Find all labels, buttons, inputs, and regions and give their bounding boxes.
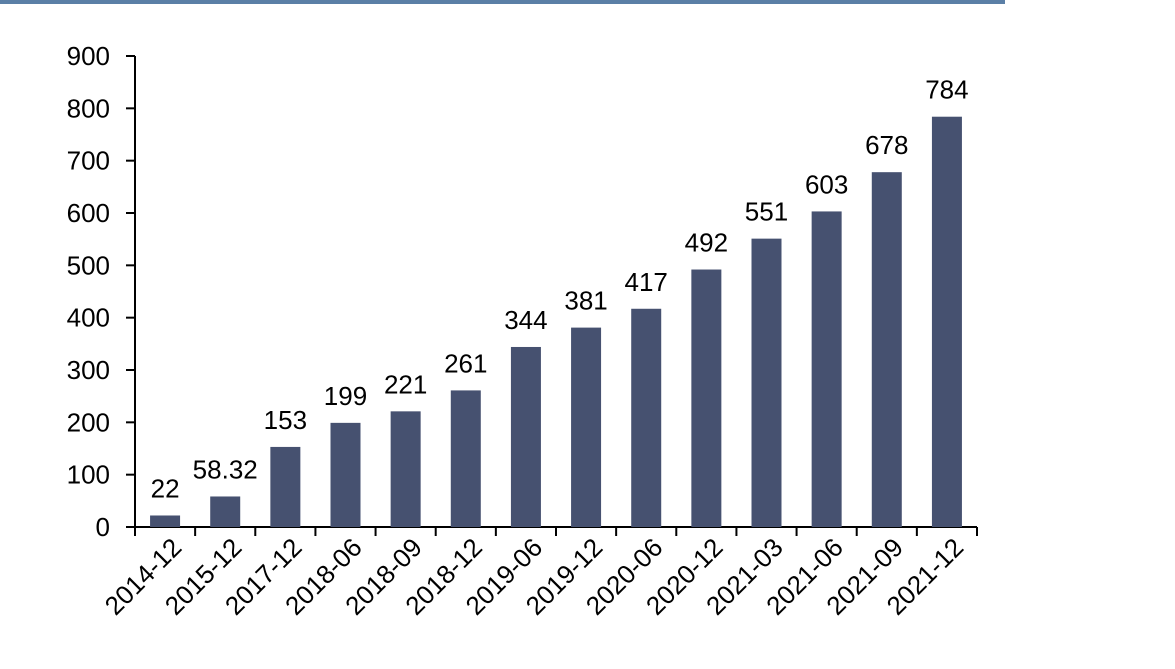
- data-label: 551: [745, 197, 788, 227]
- data-label: 221: [384, 369, 427, 399]
- data-label: 344: [504, 305, 547, 335]
- y-tick-label: 200: [67, 407, 110, 437]
- bar: [450, 390, 481, 527]
- data-label: 603: [805, 169, 848, 199]
- x-axis: 2014-122015-122017-122018-062018-092018-…: [99, 526, 978, 621]
- data-label: 199: [324, 381, 367, 411]
- y-tick-label: 800: [67, 93, 110, 123]
- bar: [811, 211, 842, 527]
- bar: [751, 238, 782, 528]
- y-axis: 0 100 200 300 400 500 600 700 800 900: [67, 41, 136, 542]
- bar: [691, 269, 722, 527]
- y-tick-label: 600: [67, 198, 110, 228]
- bar: [150, 515, 181, 527]
- data-label: 678: [865, 130, 908, 160]
- bar: [330, 422, 361, 527]
- bar: [931, 116, 962, 527]
- y-tick-label: 300: [67, 355, 110, 385]
- data-label: 784: [925, 75, 968, 105]
- data-label: 261: [444, 348, 487, 378]
- y-tick-label: 0: [96, 512, 110, 542]
- data-label: 22: [151, 473, 180, 503]
- data-label: 417: [625, 267, 668, 297]
- data-label: 381: [564, 286, 607, 316]
- y-tick-label: 900: [67, 41, 110, 71]
- y-tick-label: 400: [67, 303, 110, 333]
- bars: [150, 116, 962, 528]
- bar: [631, 308, 662, 527]
- bar: [571, 327, 602, 527]
- bar: [210, 496, 241, 527]
- bar: [390, 411, 421, 527]
- data-label: 153: [264, 405, 307, 435]
- bar: [270, 446, 301, 527]
- bar: [871, 172, 902, 527]
- y-tick-label: 100: [67, 460, 110, 490]
- y-tick-label: 700: [67, 146, 110, 176]
- bar: [510, 346, 541, 527]
- y-tick-label: 500: [67, 250, 110, 280]
- data-label: 492: [685, 228, 728, 258]
- top-rule: [0, 0, 1005, 4]
- data-label: 58.32: [193, 454, 258, 484]
